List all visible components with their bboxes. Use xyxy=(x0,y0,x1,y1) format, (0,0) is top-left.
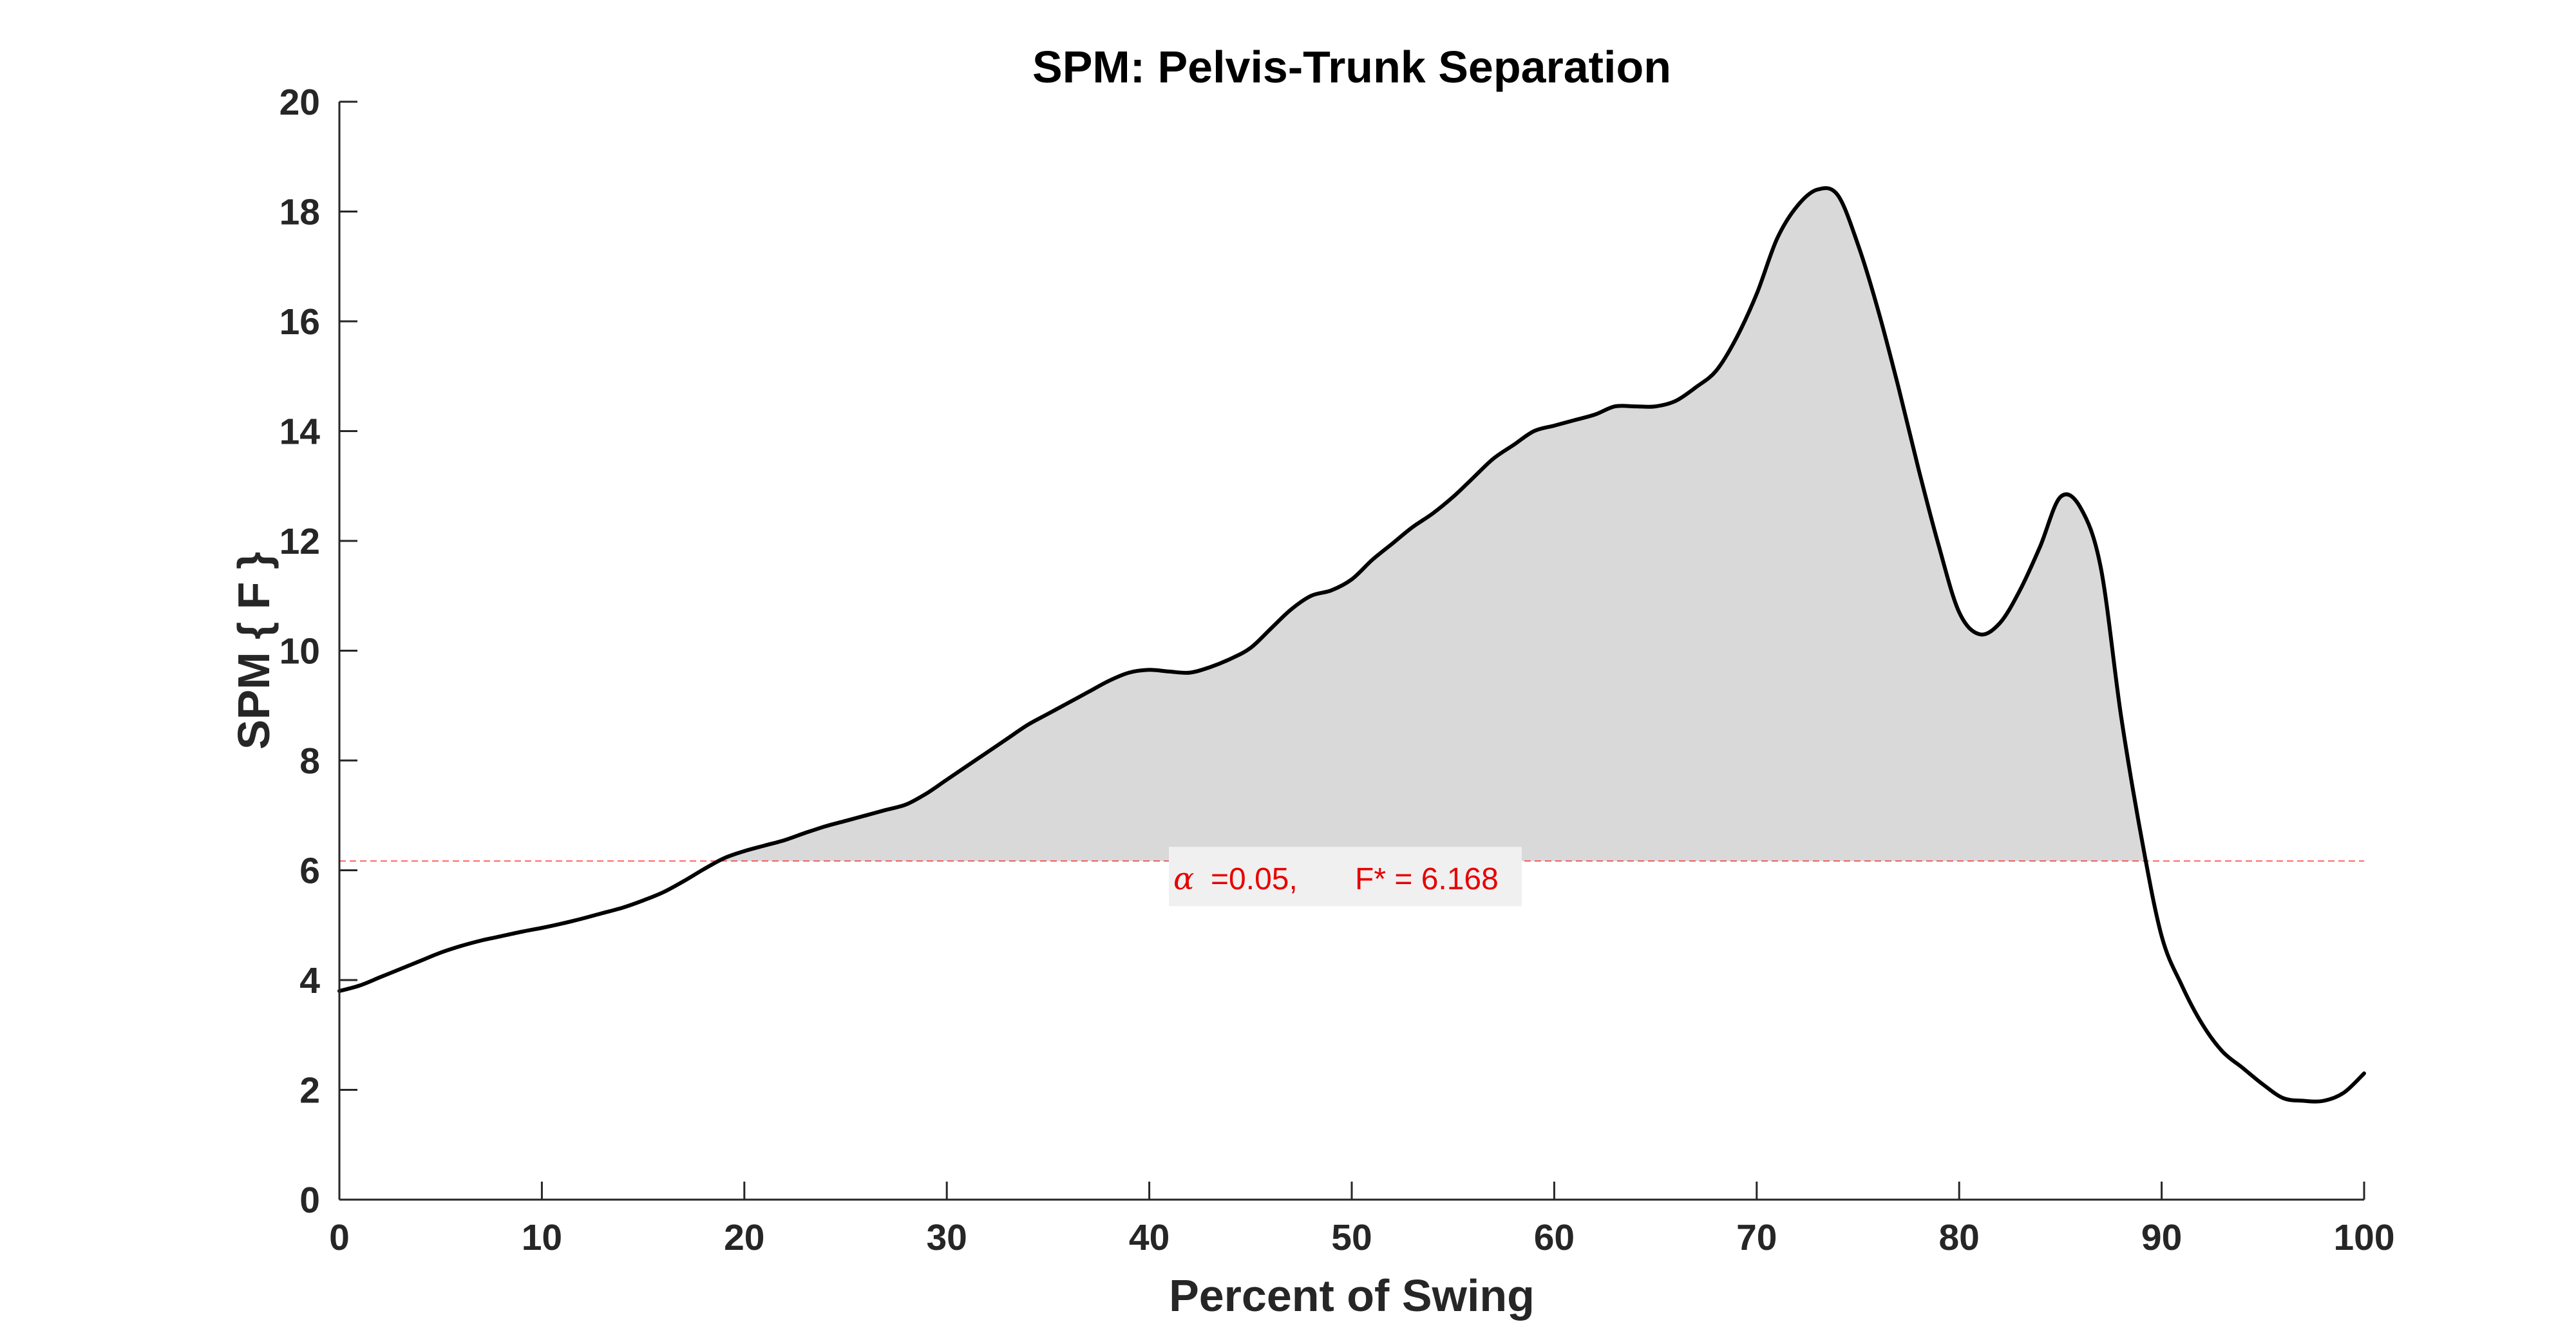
y-axis-label: SPM { F } xyxy=(229,552,279,750)
x-tick-label: 50 xyxy=(1331,1217,1372,1258)
alpha-symbol: α xyxy=(1173,861,1194,897)
y-tick-label: 4 xyxy=(299,960,320,1001)
x-tick-label: 80 xyxy=(1938,1217,1979,1258)
alpha-value-label: =0.05, xyxy=(1211,862,1298,896)
threshold-annotation-box xyxy=(1169,847,1522,907)
y-tick-label: 18 xyxy=(279,192,320,233)
x-tick-label: 0 xyxy=(329,1217,350,1258)
x-tick-label: 100 xyxy=(2333,1217,2394,1258)
y-tick-label: 8 xyxy=(299,741,320,782)
x-tick-label: 60 xyxy=(1534,1217,1575,1258)
y-axis-ticks: 0 2 4 6 8 10 12 14 16 18 20 xyxy=(279,82,357,1221)
x-tick-label: 30 xyxy=(926,1217,967,1258)
y-tick-label: 0 xyxy=(299,1180,320,1221)
suprathreshold-cluster-fill xyxy=(719,188,2146,862)
x-tick-label: 70 xyxy=(1736,1217,1777,1258)
critical-threshold-label: F* = 6.168 xyxy=(1355,862,1499,896)
y-tick-label: 16 xyxy=(279,301,320,343)
y-tick-label: 6 xyxy=(299,851,320,892)
x-tick-label: 20 xyxy=(724,1217,764,1258)
x-tick-label: 90 xyxy=(2141,1217,2182,1258)
x-axis-label: Percent of Swing xyxy=(1169,1270,1535,1321)
spm-curve-line xyxy=(337,186,2366,1104)
x-axis-ticks: 0 10 20 30 40 50 60 70 80 90 100 xyxy=(329,1182,2395,1258)
y-tick-label: 14 xyxy=(279,411,321,453)
x-tick-label: 40 xyxy=(1129,1217,1170,1258)
y-tick-label: 20 xyxy=(279,82,320,123)
y-tick-label: 12 xyxy=(279,521,320,562)
y-tick-label: 10 xyxy=(279,631,320,672)
x-tick-label: 10 xyxy=(522,1217,562,1258)
y-tick-label: 2 xyxy=(299,1070,320,1111)
chart-title: SPM: Pelvis-Trunk Separation xyxy=(1032,42,1671,92)
